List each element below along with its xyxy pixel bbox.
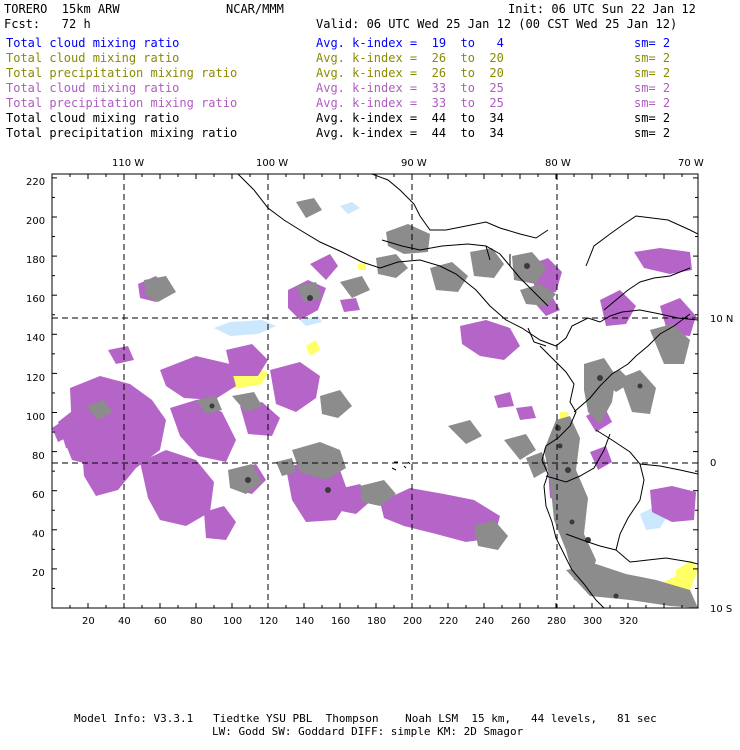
lat-label-10n: 10 N: [710, 314, 733, 325]
legend-row: Total cloud mixing ratio Avg. k-index = 2…: [6, 51, 736, 66]
coastlines: [237, 174, 698, 608]
x-label-140: 140: [295, 616, 314, 627]
forecast-map: 110 W 100 W 90 W 80 W 70 W 10 N 0 10 S 2…: [26, 158, 733, 627]
y-label-220: 220: [26, 177, 45, 188]
legend-row: Total precipitation mixing ratio Avg. k-i…: [6, 66, 736, 81]
lon-label-100w: 100 W: [256, 158, 288, 169]
x-label-100: 100: [223, 616, 242, 627]
legend-smoothing: sm= 2: [634, 81, 671, 95]
legend-row: Total precipitation mixing ratio Avg. k-i…: [6, 96, 736, 111]
purple-cloud-areas: [52, 248, 696, 542]
axis-ticks: [51, 174, 698, 609]
y-label-100: 100: [26, 412, 45, 423]
model-info-line2: LW: Godd SW: Goddard DIFF: simple KM: 2D…: [212, 725, 524, 738]
legend-row: Total cloud mixing ratio Avg. k-index = 1…: [6, 36, 736, 51]
legend-field: Total precipitation mixing ratio: [6, 66, 238, 80]
model-info-line1: Model Info: V3.3.1 Tiedtke YSU PBL Thomp…: [74, 712, 657, 725]
x-label-20: 20: [82, 616, 95, 627]
legend-kindex: Avg. k-index = 44 to 34: [316, 111, 504, 125]
legend-field: Total cloud mixing ratio: [6, 81, 180, 95]
legend-smoothing: sm= 2: [634, 126, 671, 140]
lon-label-90w: 90 W: [401, 158, 427, 169]
y-label-200: 200: [26, 216, 45, 227]
legend-smoothing: sm= 2: [634, 66, 671, 80]
y-label-140: 140: [26, 333, 45, 344]
y-label-60: 60: [32, 490, 45, 501]
lon-label-80w: 80 W: [545, 158, 571, 169]
x-label-220: 220: [439, 616, 458, 627]
x-label-180: 180: [367, 616, 386, 627]
init-time: Init: 06 UTC Sun 22 Jan 12: [508, 2, 696, 16]
legend-kindex: Avg. k-index = 33 to 25: [316, 81, 504, 95]
legend-kindex: Avg. k-index = 19 to 4: [316, 36, 504, 50]
legend-row: Total cloud mixing ratio Avg. k-index = 4…: [6, 111, 736, 126]
organization: NCAR/MMM: [226, 2, 284, 16]
legend-smoothing: sm= 2: [634, 51, 671, 65]
x-label-40: 40: [118, 616, 131, 627]
y-label-120: 120: [26, 373, 45, 384]
legend-field: Total cloud mixing ratio: [6, 36, 180, 50]
legend-smoothing: sm= 2: [634, 96, 671, 110]
gray-cloud-areas: [86, 198, 698, 608]
x-label-200: 200: [403, 616, 422, 627]
graticule: [52, 174, 698, 608]
legend-kindex: Avg. k-index = 26 to 20: [316, 51, 504, 65]
y-label-180: 180: [26, 255, 45, 266]
legend-smoothing: sm= 2: [634, 111, 671, 125]
forecast-hour: Fcst: 72 h: [4, 17, 91, 31]
x-label-80: 80: [190, 616, 203, 627]
legend-row: Total cloud mixing ratio Avg. k-index = 3…: [6, 81, 736, 96]
y-label-80: 80: [32, 451, 45, 462]
plot-frame: [51, 173, 699, 609]
x-label-280: 280: [547, 616, 566, 627]
legend-row: Total precipitation mixing ratio Avg. k-i…: [6, 126, 736, 141]
legend-field: Total precipitation mixing ratio: [6, 96, 238, 110]
legend-kindex: Avg. k-index = 44 to 34: [316, 126, 504, 140]
x-label-160: 160: [331, 616, 350, 627]
legend-kindex: Avg. k-index = 26 to 20: [316, 66, 504, 80]
lat-label-10s: 10 S: [710, 604, 732, 615]
legend-kindex: Avg. k-index = 33 to 25: [316, 96, 504, 110]
lon-label-110w: 110 W: [112, 158, 144, 169]
legend-field: Total cloud mixing ratio: [6, 111, 180, 125]
valid-time: Valid: 06 UTC Wed 25 Jan 12 (00 CST Wed …: [316, 17, 678, 31]
model-title: TORERO 15km ARW: [4, 2, 120, 16]
lon-label-70w: 70 W: [678, 158, 704, 169]
x-label-60: 60: [154, 616, 167, 627]
x-label-300: 300: [583, 616, 602, 627]
x-label-260: 260: [511, 616, 530, 627]
x-label-240: 240: [475, 616, 494, 627]
y-label-20: 20: [32, 568, 45, 579]
legend-field: Total precipitation mixing ratio: [6, 126, 238, 140]
legend-field: Total cloud mixing ratio: [6, 51, 180, 65]
y-label-160: 160: [26, 294, 45, 305]
lat-label-0: 0: [710, 458, 716, 469]
x-label-320: 320: [619, 616, 638, 627]
x-label-120: 120: [259, 616, 278, 627]
legend-smoothing: sm= 2: [634, 36, 671, 50]
y-label-40: 40: [32, 529, 45, 540]
